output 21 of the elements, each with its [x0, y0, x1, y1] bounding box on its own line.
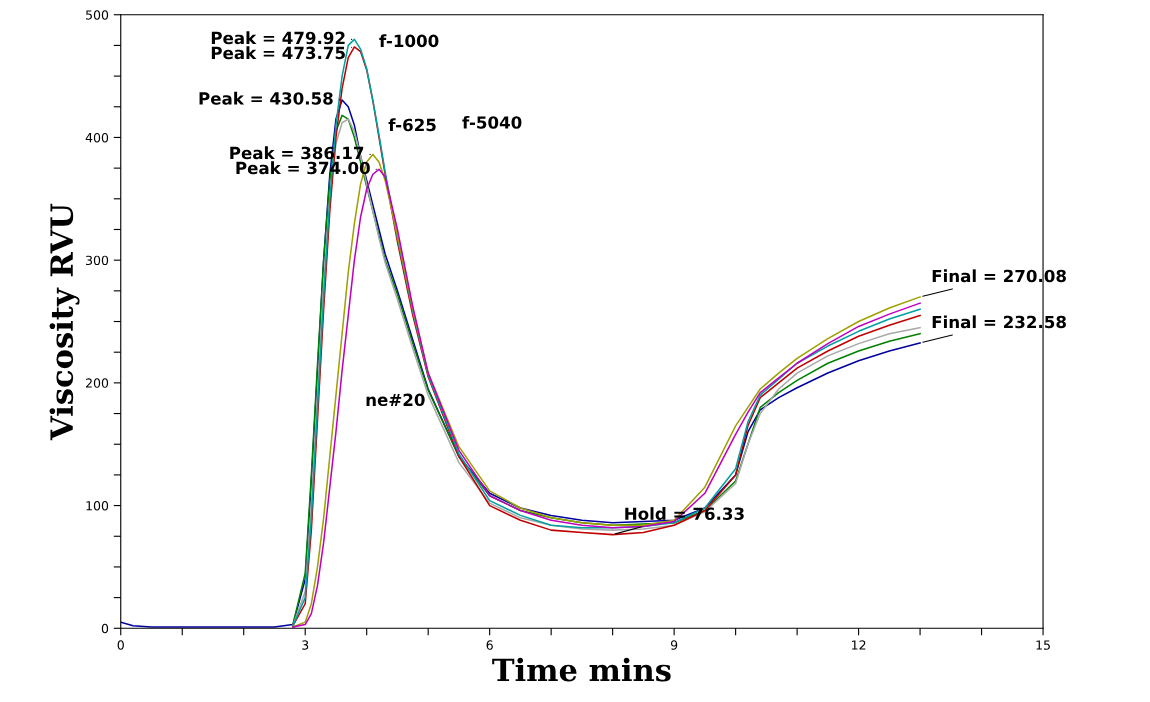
- annotation: f-5040: [462, 115, 522, 129]
- y-tick-label: 500: [86, 10, 109, 20]
- x-axis-title: Time mins: [492, 657, 671, 682]
- y-tick-label: 100: [86, 501, 109, 511]
- x-tick-label: 3: [302, 640, 309, 650]
- annotation: f-625: [388, 118, 436, 132]
- y-tick-label: 200: [86, 378, 109, 388]
- x-tick-label: 9: [670, 640, 678, 650]
- annotation: Peak = 430.58: [199, 91, 333, 105]
- y-tick-label: 300: [86, 255, 109, 266]
- annotation: Peak = 479.92: [211, 31, 345, 45]
- annotation: Peak = 473.75: [211, 46, 345, 60]
- x-tick-label: 12: [852, 640, 866, 650]
- x-tick-label: 0: [117, 640, 124, 650]
- annotation: ne#20: [366, 393, 425, 407]
- annotation: f-1000: [379, 34, 439, 48]
- x-tick-label: 15: [1036, 640, 1050, 650]
- y-tick-label: 0: [101, 623, 109, 634]
- y-tick-label: 400: [85, 132, 109, 143]
- y-axis-title: Viscosity RVU: [49, 203, 80, 441]
- x-tick-label: 6: [486, 640, 493, 650]
